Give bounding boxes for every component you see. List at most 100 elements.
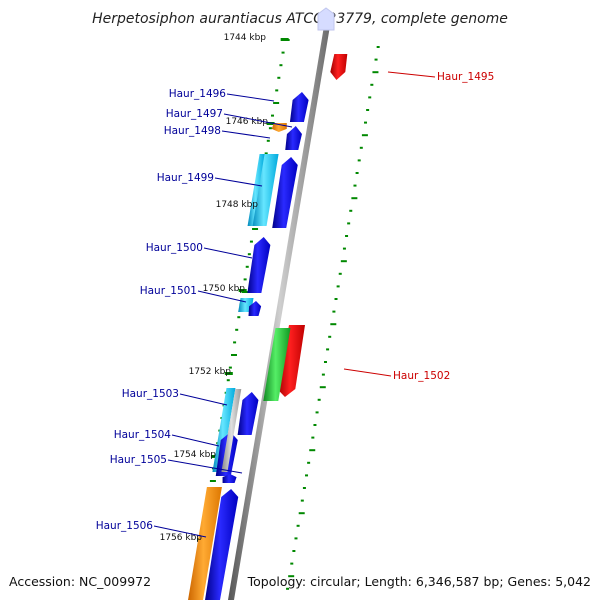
gene-shape (222, 474, 237, 483)
ruler-tick-outer (292, 550, 296, 552)
gene-label: Haur_1497 (166, 108, 223, 120)
ruler-tick-outer (321, 373, 325, 376)
gene-label: Haur_1500 (146, 242, 203, 254)
ruler-tick-inner (243, 278, 247, 281)
ruler-tick-outer (332, 310, 336, 313)
ruler-tick-outer (347, 222, 351, 225)
ruler-tick-outer (302, 487, 306, 489)
ruler-major-tick (238, 289, 247, 292)
ruler-tick-inner (209, 480, 216, 482)
gene-shape (205, 489, 239, 600)
gene-label-leader (197, 290, 247, 303)
ruler-tick-inner (266, 139, 270, 142)
ruler-major-tick (224, 372, 233, 375)
gene-label-leader (179, 393, 228, 406)
ruler-tick-outer (294, 537, 298, 540)
ruler-tick-inner (281, 51, 285, 54)
ruler-label: 1750 kbp (203, 284, 246, 294)
ruler-tick-outer (288, 575, 295, 578)
ruler-tick-outer (336, 285, 340, 288)
ruler-tick-inner (268, 127, 272, 130)
ruler-tick-inner (277, 76, 281, 79)
gene-label-leader (214, 177, 263, 187)
ruler-tick-outer (309, 449, 316, 452)
gene-label: Haur_1504 (114, 429, 172, 441)
gene-label: Haur_1501 (140, 285, 197, 297)
gene-label: Haur_1496 (169, 88, 227, 100)
ruler-tick-inner (245, 265, 249, 268)
ruler-tick-outer (305, 474, 309, 477)
gene-shape (251, 154, 279, 226)
ruler-label: 1746 kbp (226, 117, 269, 127)
gene-label: Haur_1495 (437, 71, 494, 83)
gene-shape (289, 92, 309, 122)
ruler-tick-outer (366, 109, 370, 111)
gene-shape (221, 389, 242, 472)
gene-label: Haur_1503 (122, 388, 179, 400)
ruler-tick-outer (328, 335, 332, 338)
gene-label-leader (387, 71, 436, 78)
ruler-tick-outer (323, 361, 327, 363)
ruler-tick-outer (353, 184, 357, 187)
gene-label-leader (221, 130, 271, 139)
ruler-tick-outer (311, 436, 315, 439)
ruler-tick-outer (370, 83, 374, 86)
ruler-tick-inner (252, 228, 259, 230)
ruler-tick-outer (338, 272, 342, 275)
gene-shape (248, 301, 262, 316)
ruler-tick-inner (226, 379, 230, 382)
ruler-tick-outer (315, 411, 319, 414)
labels: 1744 kbp 1746 kbp 1748 kbp 1750 kbp 1752 kbp… (96, 33, 495, 543)
ruler-label: 1752 kbp (189, 367, 232, 377)
ruler-tick-inner (233, 341, 237, 344)
genome-backbone (228, 14, 332, 600)
ruler-tick-outer (342, 247, 346, 250)
gene-shape (330, 54, 348, 80)
ruler-tick-outer (376, 46, 380, 48)
gene-shape (272, 157, 298, 228)
ruler-label: 1754 kbp (174, 450, 217, 460)
ruler-tick-inner (279, 64, 283, 67)
ruler-tick-outer (319, 386, 326, 389)
ruler-tick-outer (290, 562, 294, 565)
gene-shape (285, 126, 302, 150)
ruler-tick-outer (300, 499, 304, 502)
origin-marker-icon (317, 7, 335, 31)
gene-shape (188, 487, 222, 600)
ruler-major-tick (280, 38, 289, 41)
gene-label: Haur_1498 (164, 125, 221, 137)
ruler-tick-inner (230, 354, 237, 356)
ruler-tick-outer (345, 235, 349, 237)
ruler-tick-inner (249, 240, 253, 243)
gene-label-leader (226, 93, 275, 102)
accession-text: Accession: NC_009972 (9, 574, 151, 589)
ruler-label: 1744 kbp (224, 33, 267, 43)
ruler-tick-outer (334, 298, 338, 300)
gene-shape (247, 154, 265, 226)
ruler-tick-outer (364, 121, 368, 124)
gene-label: Haur_1502 (393, 370, 450, 382)
ruler-tick-outer (286, 587, 290, 590)
ruler-tick-outer (374, 58, 378, 61)
ruler-tick-outer (298, 512, 305, 515)
ruler-tick-inner (271, 114, 275, 117)
gene-shape (263, 328, 291, 401)
ruler-tick-inner (247, 253, 251, 256)
ruler-tick-outer (372, 71, 379, 74)
ruler-tick-outer (296, 524, 300, 527)
ruler-major-tick (266, 122, 275, 125)
ruler-tick-outer (349, 209, 353, 212)
gene-shape (247, 237, 271, 293)
gene-label-leader (203, 247, 253, 259)
map-title: Herpetosiphon aurantiacus ATCC 23779, co… (92, 11, 508, 27)
ruler-tick-outer (330, 323, 337, 326)
ruler-label: 1756 kbp (160, 533, 203, 543)
ruler-tick-inner (235, 328, 239, 331)
ruler-tick-outer (313, 424, 317, 426)
gene-label-leader (167, 459, 243, 474)
ruler-tick-inner (275, 89, 279, 92)
ruler-tick-inner (273, 102, 280, 104)
ruler-tick-inner (237, 316, 241, 319)
